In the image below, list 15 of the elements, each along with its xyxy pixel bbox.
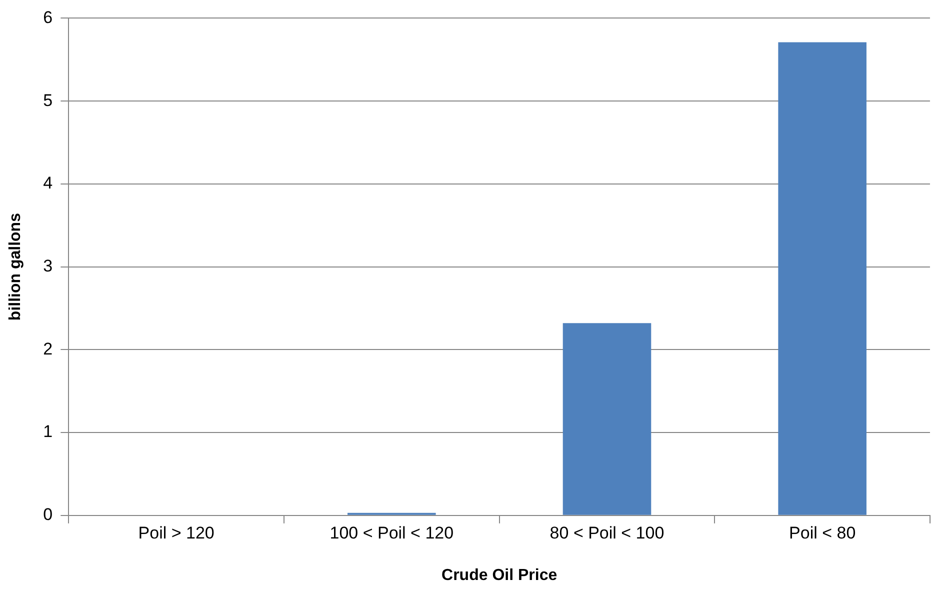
x-tick-label: Poil < 80 [789, 523, 856, 542]
y-tick-label: 4 [43, 174, 53, 193]
bar [778, 42, 866, 515]
x-axis-title: Crude Oil Price [442, 566, 558, 584]
y-tick-label: 0 [43, 505, 53, 524]
bar [562, 323, 652, 515]
y-tick-label: 6 [43, 8, 53, 27]
y-tick-label: 2 [43, 339, 53, 358]
x-tick-label: 100 < Poil < 120 [330, 523, 454, 542]
y-tick-label: 3 [43, 256, 53, 276]
y-tick-label: 1 [43, 422, 53, 442]
x-tick-label: Poil > 120 [138, 523, 214, 542]
y-tick-label: 5 [43, 90, 53, 110]
x-tick-label: 80 < Poil < 100 [550, 523, 664, 542]
y-axis-title: billion gallons [7, 212, 24, 321]
